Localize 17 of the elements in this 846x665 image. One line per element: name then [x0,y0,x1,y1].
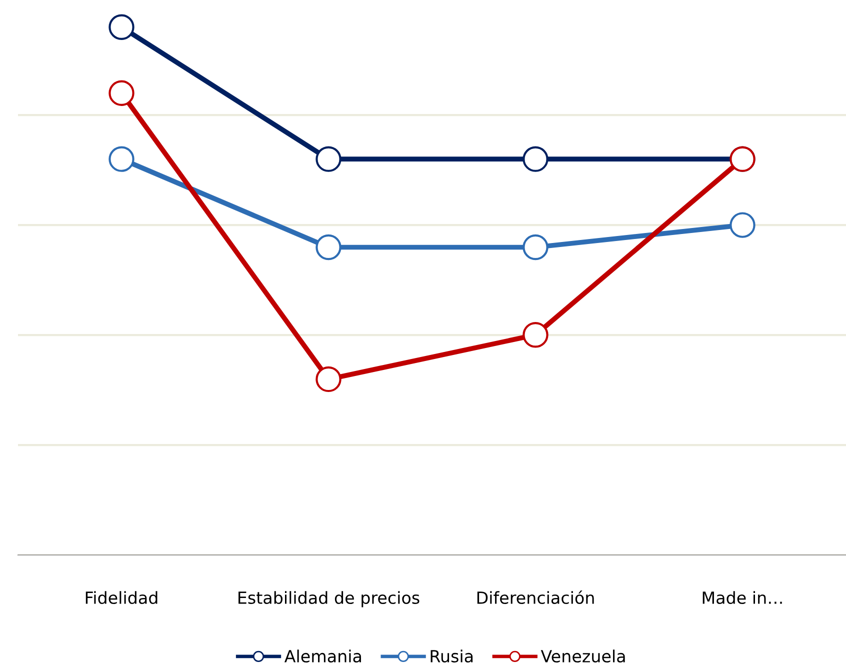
x-tick-label: Fidelidad [86,591,158,604]
legend-label: Rusia [430,650,473,663]
point [316,366,342,392]
point [522,322,548,348]
x-tick-label: Made in… [702,591,782,604]
point [730,212,756,238]
legend-label: Alemania [284,650,361,663]
x-tick-label: Diferenciación [477,590,594,604]
point [316,234,342,260]
point [522,234,548,260]
point [522,146,548,172]
legend-label: Venezuela [540,650,625,663]
x-tick-label: Estabilidad de precios [238,591,420,608]
point [108,14,134,40]
point [316,146,342,172]
point [108,146,134,172]
point [108,80,134,106]
